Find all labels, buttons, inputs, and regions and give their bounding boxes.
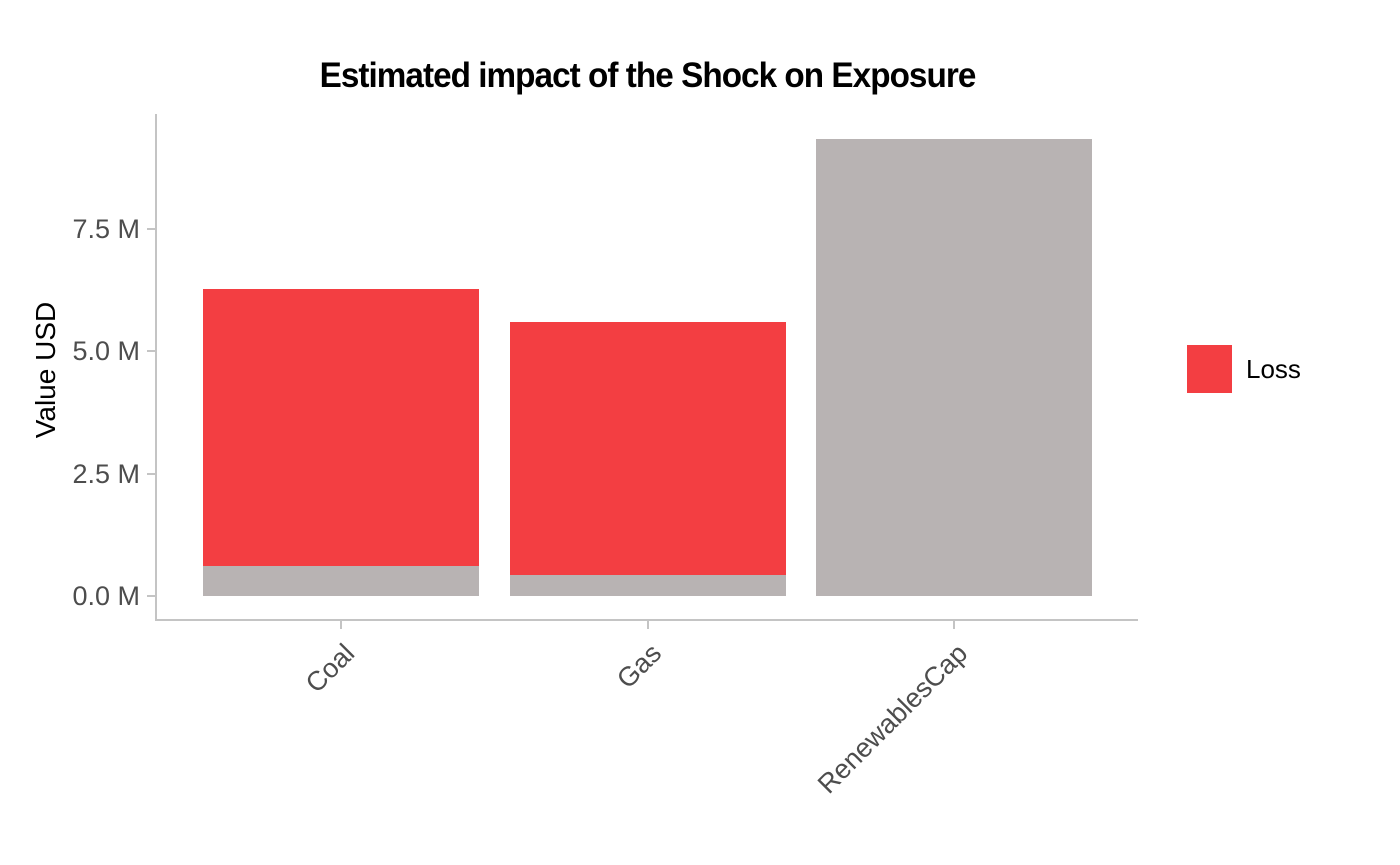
y-axis-line — [155, 114, 157, 621]
y-tick-label: 0.0 M — [72, 581, 140, 611]
x-tick-label-coal: Coal — [299, 638, 361, 699]
chart-title: Estimated impact of the Shock on Exposur… — [319, 56, 977, 95]
x-axis-line — [155, 619, 1138, 621]
bar-segment-exposure-renewablescap — [816, 139, 1092, 596]
bar-segment-loss-gas — [510, 322, 786, 575]
x-tick-label-renewablescap: RenewablesCap — [811, 638, 974, 800]
y-tick-mark — [147, 228, 155, 231]
y-tick-label: 7.5 M — [72, 214, 140, 245]
bar-segment-exposure-coal — [203, 566, 479, 596]
x-tick-mark — [953, 621, 955, 629]
bar-segment-loss-coal — [203, 289, 479, 566]
legend-swatch-loss — [1187, 345, 1232, 393]
x-tick-label-gas: Gas — [610, 638, 668, 695]
bar-segment-exposure-gas — [510, 575, 786, 596]
y-tick-mark — [147, 350, 155, 353]
y-tick-mark — [147, 595, 155, 597]
y-tick-mark — [147, 472, 155, 475]
y-tick-label: 2.5 M — [72, 458, 140, 489]
x-tick-mark — [340, 621, 342, 629]
legend-label-loss: Loss — [1246, 354, 1301, 384]
y-tick-label: 5.0 M — [72, 336, 140, 367]
x-tick-mark — [647, 621, 649, 629]
